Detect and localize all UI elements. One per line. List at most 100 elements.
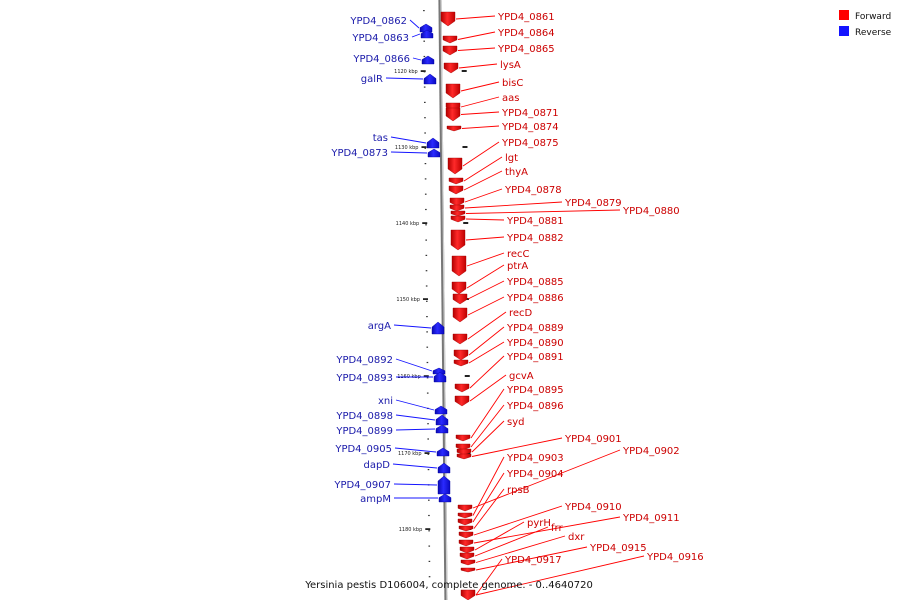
gene-label-recd[interactable]: recD	[509, 308, 533, 319]
forward-gene-feature[interactable]	[451, 281, 467, 295]
reverse-gene-feature[interactable]	[426, 137, 440, 149]
reverse-gene-feature[interactable]	[434, 405, 448, 415]
gene-label-ypd4-0893[interactable]: YPD4_0893	[335, 373, 393, 384]
gene-label-ypd4-0917[interactable]: YPD4_0917	[504, 555, 562, 566]
gene-label-ypd4-0901[interactable]: YPD4_0901	[564, 434, 622, 445]
forward-gene-feature[interactable]	[445, 83, 461, 99]
forward-gene-feature[interactable]	[452, 293, 468, 305]
forward-gene-feature[interactable]	[447, 157, 463, 175]
forward-gene-feature[interactable]	[460, 567, 476, 573]
reverse-gene-feature[interactable]	[437, 475, 451, 495]
forward-gene-feature[interactable]	[450, 215, 466, 223]
gene-label-frr[interactable]: frr	[551, 523, 563, 534]
gene-label-ypd4-0879[interactable]: YPD4_0879	[564, 198, 622, 209]
gene-label-tas[interactable]: tas	[373, 133, 388, 144]
forward-gene-feature[interactable]	[449, 204, 465, 212]
gene-label-ypd4-0886[interactable]: YPD4_0886	[506, 293, 564, 304]
reverse-gene-feature[interactable]	[437, 462, 451, 474]
gene-label-lysa[interactable]: lysA	[500, 60, 521, 71]
forward-gene-feature[interactable]	[442, 45, 458, 56]
gene-label-ypd4-0895[interactable]: YPD4_0895	[506, 385, 564, 396]
gene-label-ypd4-0891[interactable]: YPD4_0891	[506, 352, 564, 363]
forward-gene-feature[interactable]	[442, 35, 458, 44]
forward-gene-feature[interactable]	[448, 185, 464, 195]
gene-label-ypd4-0892[interactable]: YPD4_0892	[335, 355, 393, 366]
reverse-gene-feature[interactable]	[427, 148, 441, 158]
gene-label-ypd4-0862[interactable]: YPD4_0862	[349, 16, 407, 27]
gene-label-ypd4-0861[interactable]: YPD4_0861	[497, 12, 555, 23]
gene-label-ypd4-0916[interactable]: YPD4_0916	[646, 552, 704, 563]
gene-label-ypd4-0874[interactable]: YPD4_0874	[501, 122, 559, 133]
gene-label-ypd4-0890[interactable]: YPD4_0890	[506, 338, 564, 349]
gene-label-galr[interactable]: galR	[361, 74, 383, 85]
forward-gene-feature[interactable]	[456, 448, 472, 456]
forward-gene-feature[interactable]	[459, 546, 475, 554]
gene-label-ypd4-0881[interactable]: YPD4_0881	[506, 216, 564, 227]
gene-label-ypd4-0882[interactable]: YPD4_0882	[506, 233, 564, 244]
gene-label-ypd4-0878[interactable]: YPD4_0878	[504, 185, 562, 196]
forward-gene-feature[interactable]	[457, 504, 473, 512]
forward-gene-feature[interactable]	[450, 229, 466, 251]
forward-gene-feature[interactable]	[457, 518, 473, 526]
forward-gene-feature[interactable]	[457, 512, 473, 519]
gene-label-ypd4-0903[interactable]: YPD4_0903	[506, 453, 564, 464]
gene-label-ypd4-0907[interactable]: YPD4_0907	[333, 480, 391, 491]
forward-gene-feature[interactable]	[458, 539, 474, 547]
gene-label-thya[interactable]: thyA	[505, 167, 528, 178]
forward-gene-feature[interactable]	[448, 177, 464, 185]
forward-gene-feature[interactable]	[450, 210, 466, 217]
gene-label-ypd4-0911[interactable]: YPD4_0911	[622, 513, 680, 524]
gene-label-ypd4-0910[interactable]: YPD4_0910	[564, 502, 622, 513]
gene-label-ypd4-0905[interactable]: YPD4_0905	[334, 444, 392, 455]
reverse-gene-feature[interactable]	[435, 424, 449, 434]
forward-gene-feature[interactable]	[454, 383, 470, 393]
gene-label-ptra[interactable]: ptrA	[507, 261, 528, 272]
gene-label-ypd4-0899[interactable]: YPD4_0899	[335, 426, 393, 437]
gene-label-recc[interactable]: recC	[507, 249, 530, 260]
reverse-gene-feature[interactable]	[435, 414, 449, 426]
forward-gene-feature[interactable]	[443, 62, 459, 74]
forward-gene-feature[interactable]	[454, 395, 470, 407]
gene-label-ypd4-0865[interactable]: YPD4_0865	[497, 44, 555, 55]
gene-label-ypd4-0904[interactable]: YPD4_0904	[506, 469, 564, 480]
gene-label-ypd4-0889[interactable]: YPD4_0889	[506, 323, 564, 334]
gene-label-aas[interactable]: aas	[502, 93, 519, 104]
forward-gene-feature[interactable]	[453, 349, 469, 361]
gene-label-ypd4-0866[interactable]: YPD4_0866	[352, 54, 410, 65]
forward-gene-feature[interactable]	[440, 11, 456, 27]
forward-gene-feature[interactable]	[452, 333, 468, 345]
forward-gene-feature[interactable]	[455, 443, 471, 451]
gene-label-ypd4-0863[interactable]: YPD4_0863	[351, 33, 409, 44]
reverse-gene-feature[interactable]	[436, 447, 450, 457]
gene-label-xni[interactable]: xni	[378, 396, 393, 407]
reverse-gene-feature[interactable]	[423, 73, 437, 85]
reverse-gene-feature[interactable]	[431, 321, 445, 335]
forward-gene-feature[interactable]	[449, 197, 465, 207]
gene-label-ypd4-0873[interactable]: YPD4_0873	[330, 148, 388, 159]
forward-gene-feature[interactable]	[446, 125, 462, 132]
forward-gene-feature[interactable]	[453, 359, 469, 367]
gene-label-ypd4-0915[interactable]: YPD4_0915	[589, 543, 647, 554]
forward-gene-feature[interactable]	[460, 589, 476, 600]
gene-label-ypd4-0902[interactable]: YPD4_0902	[622, 446, 680, 457]
gene-label-ampm[interactable]: ampM	[360, 494, 391, 505]
reverse-gene-feature[interactable]	[433, 371, 447, 383]
gene-label-ypd4-0896[interactable]: YPD4_0896	[506, 401, 564, 412]
forward-gene-feature[interactable]	[459, 552, 475, 560]
gene-label-gcva[interactable]: gcvA	[509, 371, 534, 382]
reverse-gene-feature[interactable]	[420, 29, 434, 39]
forward-gene-feature[interactable]	[458, 525, 474, 532]
forward-gene-feature[interactable]	[460, 559, 476, 566]
reverse-gene-feature[interactable]	[421, 55, 435, 65]
forward-gene-feature[interactable]	[456, 453, 472, 460]
gene-label-ypd4-0864[interactable]: YPD4_0864	[497, 28, 555, 39]
gene-label-lgt[interactable]: lgt	[505, 153, 518, 164]
gene-label-ypd4-0875[interactable]: YPD4_0875	[501, 138, 559, 149]
gene-label-ypd4-0871[interactable]: YPD4_0871	[501, 108, 559, 119]
forward-gene-feature[interactable]	[452, 307, 468, 323]
gene-label-bisc[interactable]: bisC	[502, 78, 523, 89]
forward-gene-feature[interactable]	[451, 255, 467, 277]
gene-label-arga[interactable]: argA	[368, 321, 391, 332]
gene-label-ypd4-0885[interactable]: YPD4_0885	[506, 277, 564, 288]
gene-label-syd[interactable]: syd	[507, 417, 524, 428]
